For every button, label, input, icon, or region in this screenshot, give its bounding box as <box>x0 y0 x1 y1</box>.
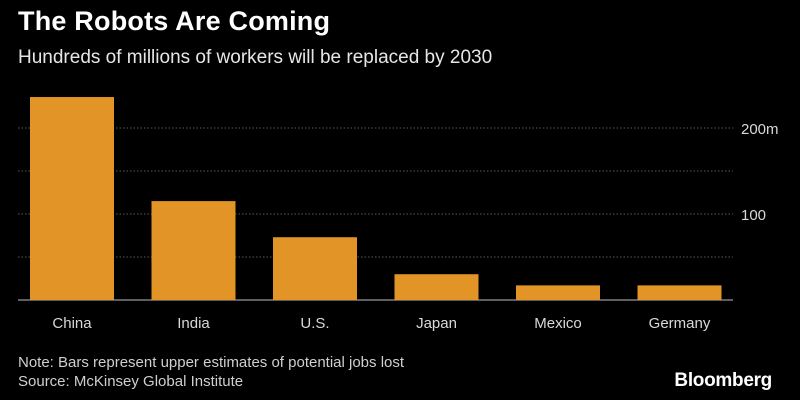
y-tick-label: 200m <box>741 121 779 138</box>
x-tick-label: India <box>177 315 210 332</box>
gridlines <box>18 127 733 301</box>
bar-mexico <box>516 285 600 300</box>
bar-india <box>151 201 236 300</box>
chart-note: Note: Bars represent upper estimates of … <box>18 354 405 371</box>
y-tick-label: 100 <box>741 207 766 224</box>
chart-subtitle: Hundreds of millions of workers will be … <box>18 47 493 68</box>
bloomberg-logo: Bloomberg <box>674 370 772 391</box>
bar-us <box>273 237 357 300</box>
x-tick-label: Mexico <box>534 315 582 332</box>
y-tick-labels: 100 200m <box>741 121 779 224</box>
chart-source: Source: McKinsey Global Institute <box>18 373 244 390</box>
bar-japan <box>394 274 479 300</box>
x-tick-label: Germany <box>649 315 711 332</box>
x-tick-label: China <box>52 315 92 332</box>
bar-germany <box>637 285 722 300</box>
x-tick-label: Japan <box>416 315 457 332</box>
x-tick-label: U.S. <box>300 315 329 332</box>
bars <box>30 97 722 300</box>
x-tick-labels: China India U.S. Japan Mexico Germany <box>52 315 710 332</box>
chart-title: The Robots Are Coming <box>18 6 331 36</box>
bar-china <box>30 97 114 300</box>
